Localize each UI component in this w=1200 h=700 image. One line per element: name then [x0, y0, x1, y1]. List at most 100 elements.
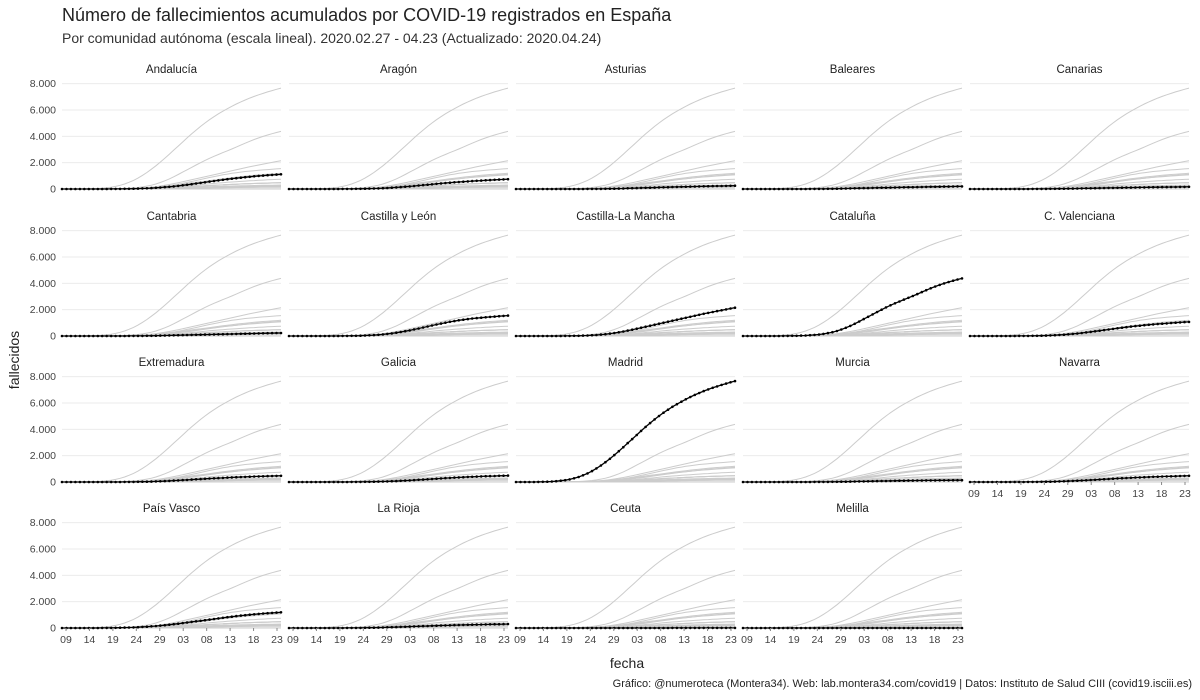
data-point	[608, 626, 612, 630]
data-point	[168, 185, 171, 189]
data-point	[755, 626, 758, 630]
data-point	[889, 304, 892, 307]
data-point	[577, 475, 580, 479]
data-point	[817, 626, 821, 630]
data-point	[554, 187, 558, 191]
data-point	[96, 626, 100, 630]
data-point	[114, 187, 117, 191]
data-point	[746, 334, 749, 338]
panel-title: Castilla y León	[361, 211, 436, 223]
data-point	[862, 317, 865, 321]
data-point	[666, 408, 670, 412]
data-point	[1031, 334, 1034, 338]
data-point	[764, 187, 767, 191]
data-point	[185, 621, 189, 624]
data-point	[257, 475, 261, 478]
data-point	[844, 326, 848, 330]
data-point	[813, 626, 816, 630]
data-point	[604, 460, 607, 464]
background-series-line	[516, 277, 736, 337]
data-point	[920, 479, 924, 482]
background-series-line	[289, 234, 509, 337]
data-point	[715, 184, 719, 188]
data-point	[296, 626, 300, 630]
data-point	[275, 331, 278, 335]
data-point	[733, 626, 737, 630]
data-point	[790, 480, 794, 484]
data-point	[136, 334, 140, 338]
data-point	[208, 618, 211, 621]
data-point	[279, 331, 283, 335]
data-point	[163, 623, 167, 627]
data-point	[105, 480, 108, 484]
data-point	[488, 623, 492, 626]
background-series-line	[62, 234, 282, 337]
data-point	[479, 316, 483, 320]
data-point	[608, 332, 612, 335]
data-point	[644, 626, 647, 630]
data-point	[662, 411, 665, 415]
data-point	[697, 185, 701, 188]
data-point	[693, 314, 697, 318]
data-point	[493, 622, 496, 626]
panel-title: País Vasco	[143, 503, 200, 515]
data-point	[853, 322, 856, 326]
data-point	[386, 332, 389, 336]
data-point	[746, 187, 749, 191]
data-point	[1178, 185, 1182, 189]
data-point	[768, 480, 772, 484]
data-point	[813, 333, 816, 337]
data-point	[720, 626, 723, 630]
background-series-line	[289, 380, 509, 483]
data-point	[581, 474, 585, 477]
data-point	[426, 325, 429, 328]
data-point	[287, 334, 291, 338]
data-point	[408, 185, 412, 188]
data-point	[497, 314, 501, 318]
data-point	[488, 315, 492, 319]
data-point	[359, 626, 362, 630]
data-point	[1067, 479, 1070, 483]
data-point	[898, 626, 901, 630]
data-point	[172, 334, 175, 337]
data-point	[359, 480, 362, 484]
x-tick-label: 19	[1015, 488, 1027, 500]
data-point	[60, 187, 64, 191]
data-point	[395, 479, 398, 483]
data-point	[363, 334, 367, 337]
data-point	[729, 381, 732, 384]
data-point	[1076, 187, 1079, 190]
data-point	[514, 480, 518, 484]
x-tick-label: 03	[631, 634, 643, 646]
data-point	[314, 187, 318, 191]
data-point	[399, 479, 403, 483]
data-point	[100, 334, 104, 338]
data-point	[484, 474, 488, 478]
y-tick-label: 2.000	[30, 304, 56, 316]
data-point	[893, 479, 897, 483]
data-point	[706, 311, 710, 315]
data-point	[141, 334, 144, 338]
data-point	[136, 187, 140, 190]
data-point	[750, 334, 754, 338]
data-point	[884, 186, 888, 189]
data-point	[889, 626, 892, 630]
data-point	[457, 180, 461, 184]
data-point	[1071, 332, 1075, 336]
data-point	[523, 480, 527, 484]
x-tick-label: 18	[1156, 488, 1168, 500]
data-point	[1116, 186, 1119, 190]
data-point	[132, 187, 135, 190]
data-point	[1102, 186, 1106, 190]
data-point	[257, 174, 261, 178]
data-point	[840, 187, 843, 190]
data-point	[1129, 186, 1133, 189]
data-point	[622, 187, 625, 190]
data-point	[639, 626, 643, 630]
data-point	[145, 334, 149, 338]
data-point	[412, 478, 416, 482]
data-point	[1120, 476, 1124, 480]
data-point	[74, 626, 77, 630]
data-point	[430, 624, 434, 628]
background-series-line	[289, 277, 509, 337]
